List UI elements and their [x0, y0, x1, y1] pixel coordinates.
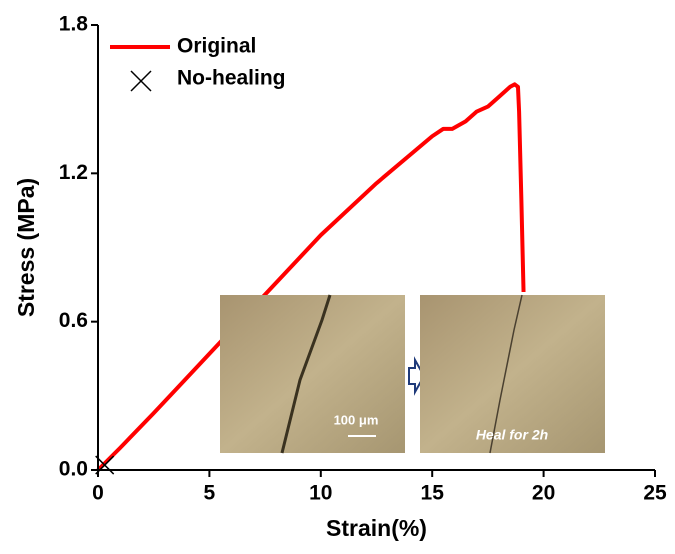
legend-label: Original [177, 35, 256, 58]
data-line [96, 82, 526, 472]
y-tick-label: 0.0 [59, 458, 88, 481]
axes: 0 5 10 15 20 25 0.0 0.6 1.2 1.8 Strain(%) Stress (M… [13, 13, 667, 542]
x-tick-label: 10 [309, 482, 332, 505]
crack [280, 294, 332, 454]
y-tick-label: 1.2 [59, 161, 88, 184]
x-tick-label: 25 [643, 482, 667, 505]
inset-images: 100 μm Heal for 2h [220, 294, 605, 454]
x-tick-label: 20 [532, 482, 555, 505]
y-tick-label: 1.8 [59, 13, 89, 36]
crack [489, 294, 523, 454]
scale-label: 100 μm [334, 412, 379, 427]
x-tick-label: 5 [204, 482, 216, 505]
y-axis-label: Stress (MPa) [13, 178, 39, 317]
inset-before [220, 295, 405, 453]
inset-after [420, 295, 605, 453]
x-axis-label: Strain(%) [326, 515, 427, 541]
x-tick-label: 15 [421, 482, 445, 505]
arrow [408, 356, 426, 396]
legend-label: No-healing [177, 67, 286, 90]
x-tick-label: 0 [92, 482, 104, 505]
y-tick-label: 0.6 [59, 309, 88, 332]
inset-label: Heal for 2h [476, 427, 548, 443]
marker [130, 70, 152, 92]
